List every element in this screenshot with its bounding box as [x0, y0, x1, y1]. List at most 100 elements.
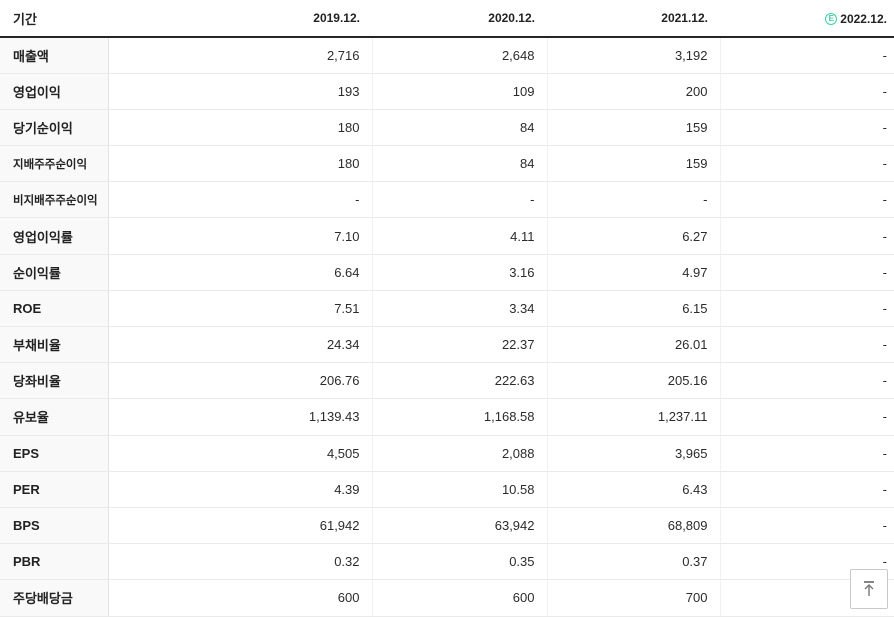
year-column-header: E 2022.12. — [720, 0, 894, 38]
cell-value: 3.16 — [371, 254, 547, 291]
table-header: 기간 2019.12. 2020.12. 2021.12. E 2022.12. — [0, 0, 894, 38]
metric-label: 당좌비율 — [0, 362, 109, 400]
cell-value: - — [719, 471, 894, 508]
cell-value: 1,168.58 — [371, 398, 547, 436]
cell-value: 159 — [546, 145, 720, 183]
cell-value: 2,716 — [108, 37, 372, 74]
cell-value: 4.97 — [546, 254, 720, 291]
table-body: 매출액 2,716 2,648 3,192- 영업이익 193 109 200- 당기순… — [0, 37, 894, 617]
cell-value: - — [719, 254, 894, 291]
cell-value: 180 — [108, 145, 372, 183]
cell-value: 2,088 — [371, 435, 547, 472]
year-label: 2021.12. — [661, 11, 708, 25]
cell-value: 63,942 — [371, 507, 547, 545]
cell-value: 193 — [108, 73, 372, 110]
cell-value: - — [108, 181, 372, 219]
cell-value: 109 — [371, 73, 547, 110]
cell-value: 84 — [371, 145, 547, 183]
cell-value: - — [719, 37, 894, 74]
year-label: 2020.12. — [488, 11, 535, 25]
metric-label: 매출액 — [0, 37, 109, 74]
year-label: 2019.12. — [313, 11, 360, 25]
cell-value: 24.34 — [108, 326, 372, 364]
metric-label: ROE — [0, 290, 109, 328]
estimate-icon: E — [825, 13, 838, 25]
cell-value: 3,965 — [546, 435, 720, 472]
year-label: 2022.12. — [840, 12, 887, 26]
cell-value: 1,237.11 — [546, 398, 720, 436]
cell-value: - — [371, 181, 547, 219]
metric-label: EPS — [0, 435, 109, 472]
cell-value: - — [719, 435, 894, 472]
table-row: 당기순이익 180 84 159- — [0, 109, 894, 147]
cell-value: - — [719, 145, 894, 183]
table-row: 영업이익 193 109 200- — [0, 73, 894, 110]
cell-value: 6.27 — [546, 217, 720, 255]
year-column-header: 2021.12. — [547, 0, 720, 38]
cell-value: 222.63 — [371, 362, 547, 400]
cell-value: 0.37 — [546, 543, 720, 581]
metric-label: PER — [0, 471, 109, 508]
cell-value: - — [719, 398, 894, 436]
table-row: 지배주주순이익 180 84 159- — [0, 145, 894, 183]
cell-value: 700 — [546, 579, 720, 617]
cell-value: - — [719, 217, 894, 255]
cell-value: - — [719, 326, 894, 364]
cell-value: - — [719, 109, 894, 147]
cell-value: 600 — [371, 579, 547, 617]
metric-label: 주당배당금 — [0, 579, 109, 617]
table-row: 매출액 2,716 2,648 3,192- — [0, 37, 894, 74]
header-row: 기간 2019.12. 2020.12. 2021.12. E 2022.12. — [0, 0, 894, 38]
table-row: 유보율 1,139.43 1,168.58 1,237.11- — [0, 398, 894, 436]
table-row: 순이익률 6.64 3.16 4.97- — [0, 254, 894, 291]
year-column-header: 2019.12. — [108, 0, 372, 38]
cell-value: 4.11 — [371, 217, 547, 255]
cell-value: 2,648 — [371, 37, 547, 74]
cell-value: 4,505 — [108, 435, 372, 472]
cell-value: 6.64 — [108, 254, 372, 291]
cell-value: 7.51 — [108, 290, 372, 328]
cell-value: 180 — [108, 109, 372, 147]
cell-value: 0.32 — [108, 543, 372, 581]
metric-label: 비지배주주순이익 — [0, 181, 109, 219]
scroll-to-top-button[interactable] — [850, 569, 888, 609]
cell-value: 159 — [546, 109, 720, 147]
metric-label: 유보율 — [0, 398, 109, 436]
cell-value: 22.37 — [371, 326, 547, 364]
cell-value: 0.35 — [371, 543, 547, 581]
period-header: 기간 — [0, 0, 108, 38]
cell-value: 7.10 — [108, 217, 372, 255]
metric-label: 영업이익률 — [0, 217, 109, 255]
cell-value: - — [719, 362, 894, 400]
table-row: 당좌비율 206.76 222.63 205.16- — [0, 362, 894, 400]
cell-value: 26.01 — [546, 326, 720, 364]
cell-value: 205.16 — [546, 362, 720, 400]
cell-value: 6.15 — [546, 290, 720, 328]
metric-label: 영업이익 — [0, 73, 109, 110]
cell-value: 600 — [108, 579, 372, 617]
cell-value: 10.58 — [371, 471, 547, 508]
cell-value: - — [719, 507, 894, 545]
cell-value: - — [719, 73, 894, 110]
table-row: ROE 7.51 3.34 6.15- — [0, 290, 894, 328]
cell-value: 6.43 — [546, 471, 720, 508]
cell-value: 4.39 — [108, 471, 372, 508]
table-row: EPS 4,505 2,088 3,965- — [0, 435, 894, 472]
cell-value: 3.34 — [371, 290, 547, 328]
metric-label: 지배주주순이익 — [0, 145, 109, 183]
cell-value: 68,809 — [546, 507, 720, 545]
cell-value: 84 — [371, 109, 547, 147]
cell-value: - — [719, 290, 894, 328]
cell-value: 1,139.43 — [108, 398, 372, 436]
metric-label: 당기순이익 — [0, 109, 109, 147]
cell-value: - — [719, 181, 894, 219]
cell-value: 200 — [546, 73, 720, 110]
cell-value: 206.76 — [108, 362, 372, 400]
table-row: 영업이익률 7.10 4.11 6.27- — [0, 217, 894, 255]
metric-label: 부채비율 — [0, 326, 109, 364]
year-column-header: 2020.12. — [372, 0, 547, 38]
cell-value: 3,192 — [546, 37, 720, 74]
